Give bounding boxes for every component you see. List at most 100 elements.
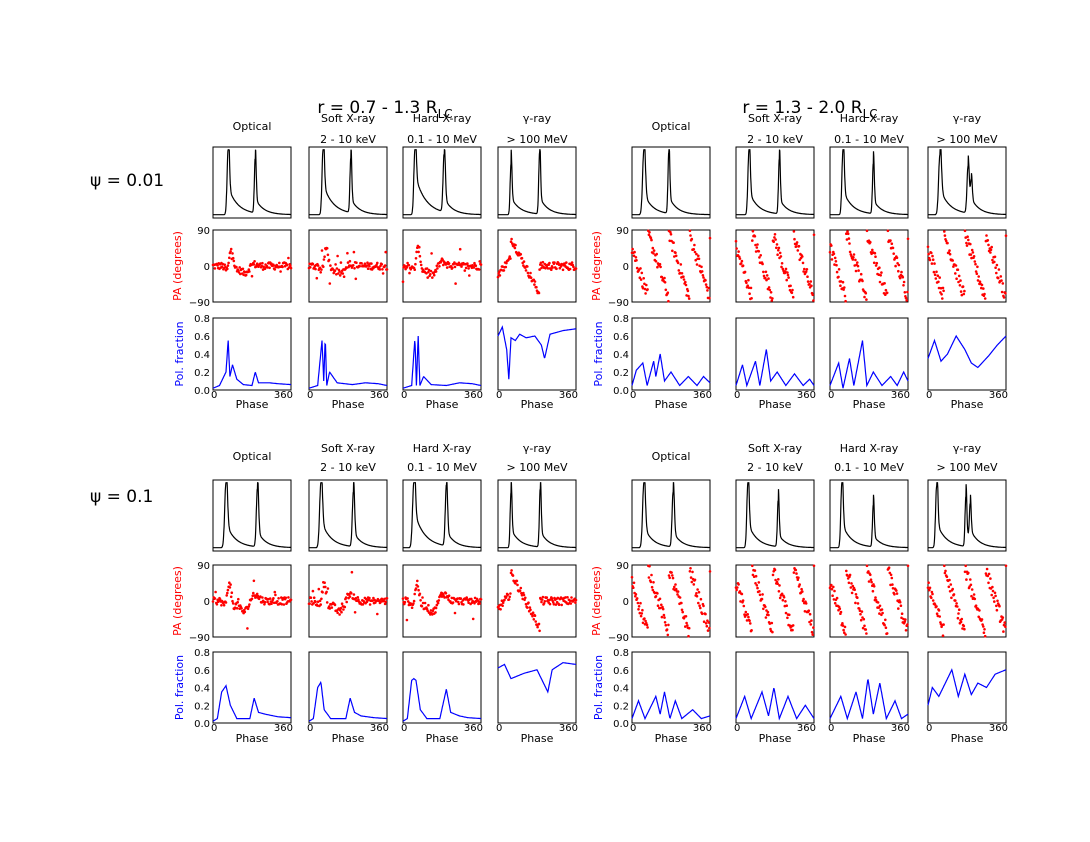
column-title: Soft X-ray xyxy=(748,442,802,455)
pa-point xyxy=(707,621,710,624)
pa-point xyxy=(867,570,870,573)
pa-point xyxy=(926,245,930,249)
pa-point xyxy=(309,266,312,269)
pa-point xyxy=(704,283,708,286)
pa-point xyxy=(859,618,863,622)
pa-point xyxy=(871,248,874,252)
pa-point xyxy=(653,591,657,595)
pa-point xyxy=(501,604,504,607)
pa-point xyxy=(442,263,445,267)
pa-point xyxy=(676,593,679,596)
pa-point xyxy=(418,592,422,596)
phase-tick-label: 360 xyxy=(559,723,578,734)
pa-point xyxy=(797,576,800,579)
pa-point xyxy=(993,591,997,595)
pa-point xyxy=(746,284,749,288)
pa-point xyxy=(659,265,662,269)
pa-point xyxy=(948,252,952,256)
pa-point xyxy=(1004,625,1007,628)
light-curve-frame xyxy=(212,479,292,552)
pa-point xyxy=(889,239,892,242)
pa-point xyxy=(875,261,879,265)
light-curve-line xyxy=(830,482,908,549)
pol-frame xyxy=(735,651,815,724)
pa-point xyxy=(750,629,753,632)
pa-point xyxy=(231,599,234,603)
pa-point xyxy=(897,269,900,273)
pa-point xyxy=(735,247,738,250)
pa-point xyxy=(505,261,508,265)
pa-point xyxy=(949,583,953,586)
phase-tick-label: 0 xyxy=(211,723,217,734)
pa-point xyxy=(655,252,658,256)
pa-point xyxy=(755,584,759,587)
pa-point xyxy=(754,243,757,247)
pa-point xyxy=(518,589,522,593)
pa-point xyxy=(972,593,976,596)
pa-point xyxy=(509,571,513,575)
pa-point xyxy=(658,597,662,601)
pa-point xyxy=(527,601,530,604)
pa-point xyxy=(987,572,991,576)
pa-point xyxy=(671,574,674,577)
pa-point xyxy=(841,622,844,625)
pa-point xyxy=(847,581,851,585)
pa-point xyxy=(441,258,444,262)
pa-point xyxy=(504,265,508,269)
pa-point xyxy=(541,260,545,264)
pa-point xyxy=(435,264,439,268)
pa-point xyxy=(253,260,256,263)
pa-point xyxy=(312,596,316,599)
pa-point xyxy=(337,607,341,610)
pa-point xyxy=(643,287,647,291)
pa-point xyxy=(784,270,787,273)
pa-point xyxy=(427,270,430,274)
pa-point xyxy=(226,267,229,271)
pa-point xyxy=(761,262,764,266)
pa-point xyxy=(509,592,512,595)
pa-point xyxy=(431,609,435,612)
pa-point xyxy=(648,564,651,568)
pa-point xyxy=(514,243,517,247)
pa-point xyxy=(774,238,777,241)
pa-point xyxy=(970,594,973,598)
pa-point xyxy=(842,628,845,632)
pa-point xyxy=(982,625,985,628)
pa-point xyxy=(515,579,519,583)
pa-point xyxy=(650,585,654,589)
pa-point xyxy=(865,298,868,301)
pa-point xyxy=(970,588,974,591)
pa-point xyxy=(749,286,753,290)
pa-point xyxy=(833,256,837,260)
pa-point xyxy=(420,604,424,608)
pa-point xyxy=(812,564,816,568)
pa-point xyxy=(701,274,705,277)
pa-point xyxy=(335,273,338,276)
pa-point xyxy=(697,254,700,258)
pa-point xyxy=(520,256,524,260)
pa-point xyxy=(317,587,321,591)
pa-point xyxy=(670,571,673,574)
pa-point xyxy=(557,603,561,606)
pa-point xyxy=(906,237,910,241)
phase-tick-label: 0 xyxy=(630,723,636,734)
pa-point xyxy=(450,596,454,600)
pa-point xyxy=(906,290,909,294)
pa-tick-label: 90 xyxy=(616,226,629,237)
pa-point xyxy=(959,620,963,624)
column-title: Soft X-ray xyxy=(748,112,802,125)
pa-point xyxy=(948,249,951,252)
pa-point xyxy=(229,583,232,586)
column-title: Optical xyxy=(652,120,691,133)
pa-point xyxy=(366,261,369,265)
pa-frame xyxy=(927,564,1007,638)
light-curve-line xyxy=(632,482,710,549)
pa-point xyxy=(541,595,545,599)
pa-point xyxy=(828,250,832,254)
pa-tick-label: 90 xyxy=(197,561,210,572)
pa-point xyxy=(631,247,634,251)
pa-point xyxy=(513,246,517,250)
pa-point xyxy=(550,268,553,272)
pa-point xyxy=(669,230,672,234)
pa-point xyxy=(944,239,948,243)
